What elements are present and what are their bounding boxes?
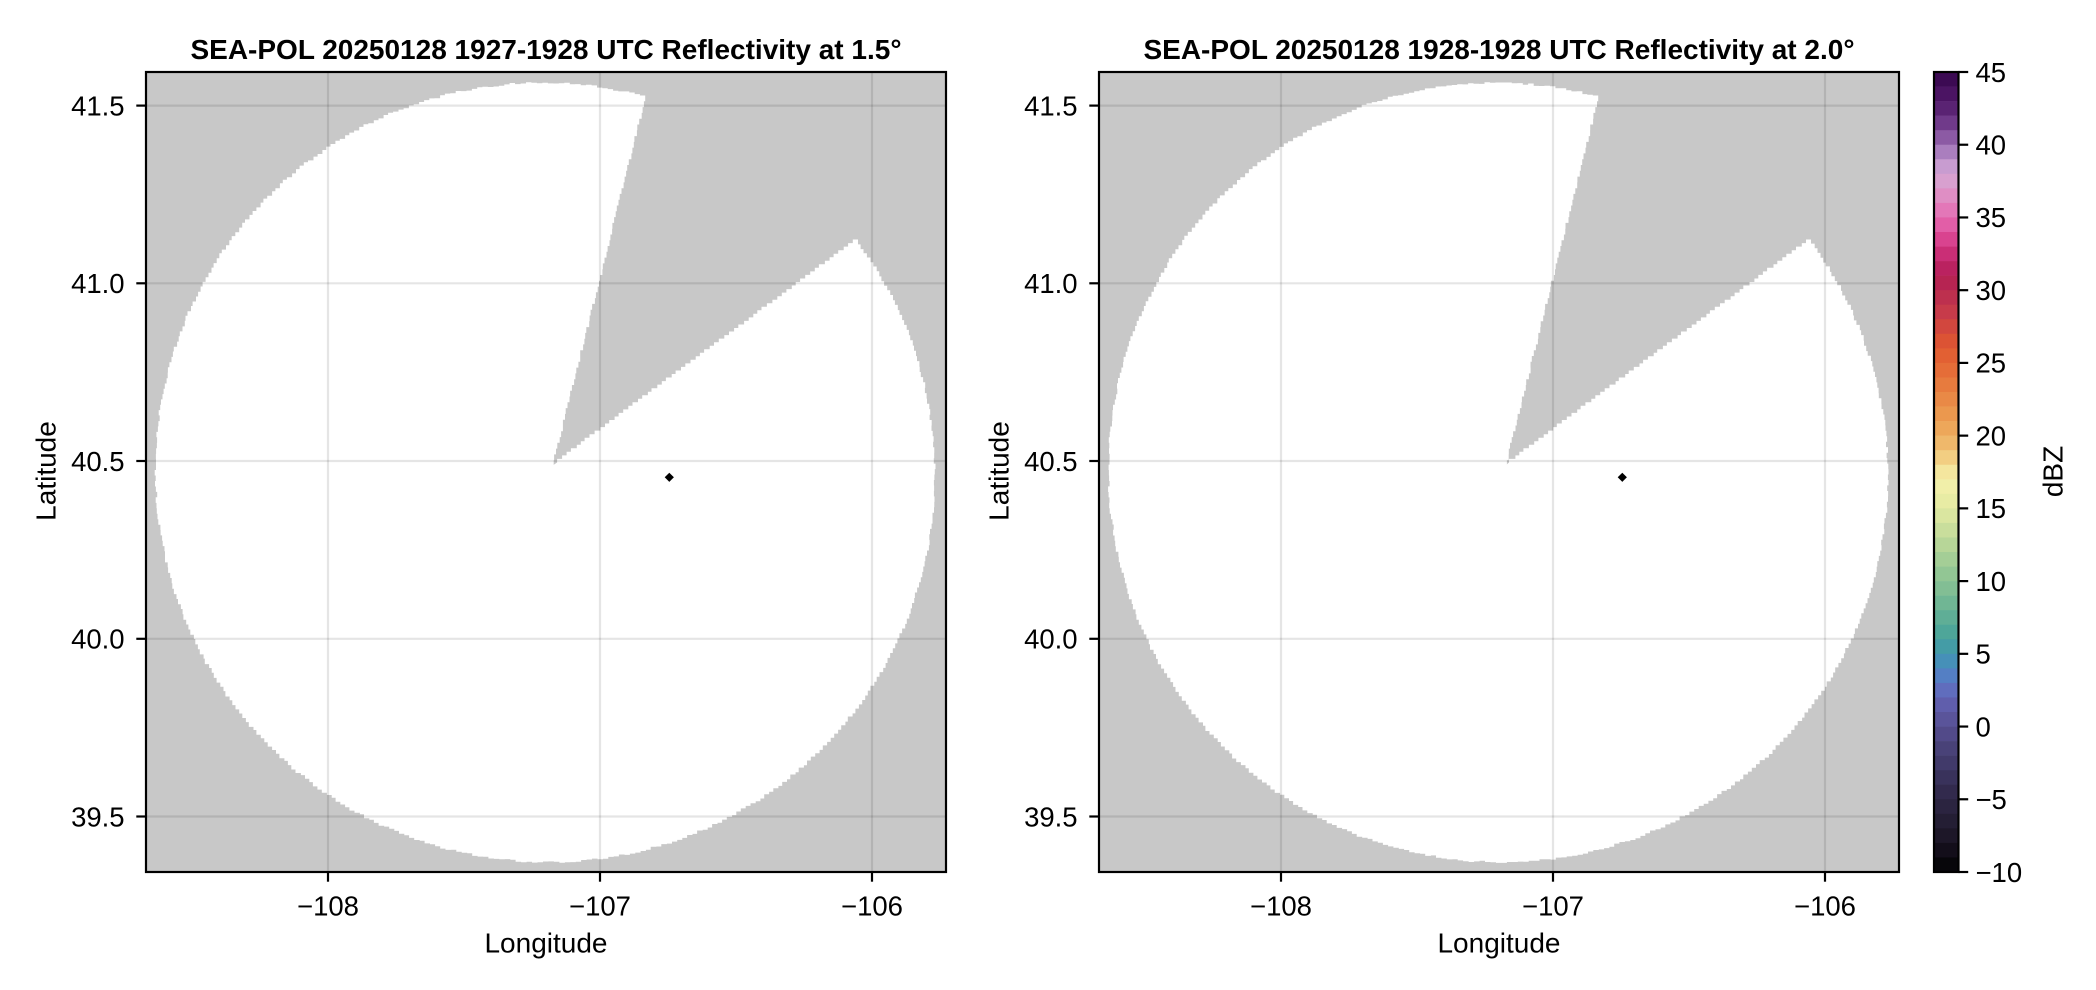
svg-text:dBZ: dBZ xyxy=(2037,446,2068,497)
svg-text:40.0: 40.0 xyxy=(71,624,125,655)
svg-text:40.5: 40.5 xyxy=(71,446,125,477)
svg-text:−107: −107 xyxy=(569,890,631,921)
svg-text:20: 20 xyxy=(1976,420,2007,451)
svg-text:−5: −5 xyxy=(1976,784,2007,815)
svg-text:−108: −108 xyxy=(1250,890,1312,921)
svg-text:41.5: 41.5 xyxy=(1024,90,1078,121)
svg-text:40.5: 40.5 xyxy=(1024,446,1078,477)
svg-text:41.0: 41.0 xyxy=(71,268,125,299)
svg-text:Longitude: Longitude xyxy=(1437,928,1560,959)
svg-text:39.5: 39.5 xyxy=(1024,801,1078,832)
svg-text:−108: −108 xyxy=(297,890,359,921)
svg-text:35: 35 xyxy=(1976,202,2007,233)
svg-text:40.0: 40.0 xyxy=(1024,624,1078,655)
svg-text:−106: −106 xyxy=(1794,890,1856,921)
svg-text:−106: −106 xyxy=(841,890,903,921)
svg-text:0: 0 xyxy=(1976,711,1991,742)
svg-text:10: 10 xyxy=(1976,566,2007,597)
svg-text:41.5: 41.5 xyxy=(71,90,125,121)
svg-text:40: 40 xyxy=(1976,129,2007,160)
svg-text:30: 30 xyxy=(1976,275,2007,306)
svg-text:25: 25 xyxy=(1976,348,2007,379)
svg-text:Longitude: Longitude xyxy=(484,928,607,959)
svg-text:SEA-POL 20250128 1927-1928 UTC: SEA-POL 20250128 1927-1928 UTC Reflectiv… xyxy=(190,34,901,65)
svg-text:41.0: 41.0 xyxy=(1024,268,1078,299)
svg-text:Latitude: Latitude xyxy=(984,421,1015,521)
svg-text:15: 15 xyxy=(1976,493,2007,524)
svg-text:5: 5 xyxy=(1976,639,1991,670)
svg-text:SEA-POL 20250128 1928-1928 UTC: SEA-POL 20250128 1928-1928 UTC Reflectiv… xyxy=(1143,34,1854,65)
svg-text:45: 45 xyxy=(1976,57,2007,88)
svg-text:Latitude: Latitude xyxy=(31,421,62,521)
svg-text:−10: −10 xyxy=(1976,857,2023,888)
svg-text:−107: −107 xyxy=(1522,890,1584,921)
svg-text:39.5: 39.5 xyxy=(71,801,125,832)
